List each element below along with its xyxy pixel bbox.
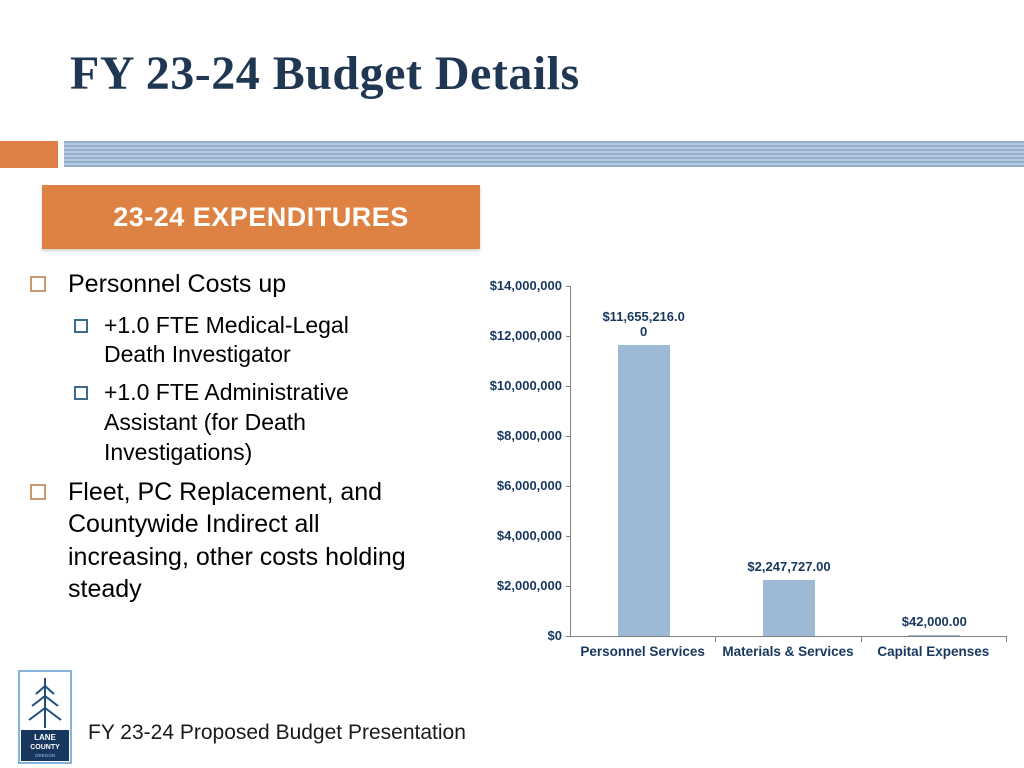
y-tick-mark [566, 586, 570, 587]
category-label: Personnel Services [580, 644, 705, 659]
bar-value-label: $11,655,216.0 0 [602, 308, 685, 339]
logo-line2: COUNTY [30, 744, 60, 751]
x-tick-mark [715, 637, 717, 642]
y-tick-label: $14,000,000 [489, 278, 562, 293]
y-tick-mark [566, 386, 570, 387]
bullet-text: +1.0 FTE Administrative Assistant (for D… [104, 379, 349, 466]
bullet-square-icon [30, 483, 46, 500]
bullet-square-icon [30, 276, 46, 292]
bar [617, 344, 670, 636]
bullet-item: Fleet, PC Replacement, and Countywide In… [30, 476, 470, 606]
bar [763, 579, 815, 636]
bullet-square-icon [74, 386, 88, 401]
y-tick-label: $8,000,000 [496, 428, 562, 443]
y-tick-label: $12,000,000 [489, 328, 562, 343]
bullet-item: +1.0 FTE Administrative Assistant (for D… [74, 378, 470, 468]
y-tick-label: $0 [547, 628, 562, 643]
y-tick-mark [566, 486, 570, 487]
y-tick-mark [566, 636, 570, 637]
bullet-text: +1.0 FTE Medical-Legal Death Investigato… [104, 311, 349, 368]
plot-area: $11,655,216.0 0 $2,247,727.00 $42,000.00 [570, 286, 1007, 637]
y-tick-label: $4,000,000 [496, 528, 562, 543]
lane-county-logo: LANE COUNTY OREGON [18, 670, 72, 764]
category-label: Materials & Services [722, 644, 854, 659]
y-tick-mark [566, 286, 570, 287]
x-tick-mark [1006, 637, 1007, 642]
y-tick-mark [566, 336, 570, 337]
bullet-text: Fleet, PC Replacement, and Countywide In… [68, 477, 406, 604]
pine-tree-icon [28, 678, 62, 728]
divider-band [64, 141, 1024, 167]
divider-accent-square [0, 141, 58, 168]
x-tick-mark [860, 637, 862, 642]
logo-line3: OREGON [35, 753, 55, 758]
bar-value-label: $2,247,727.00 [747, 558, 831, 574]
y-tick-label: $6,000,000 [496, 478, 562, 493]
footer-text: FY 23-24 Proposed Budget Presentation [88, 721, 466, 744]
y-tick-label: $2,000,000 [496, 578, 562, 593]
bullet-item: Personnel Costs up [30, 268, 470, 301]
expenditures-bar-chart: $14,000,000 $12,000,000 $10,000,000 $8,000,… [478, 272, 1018, 677]
y-tick-label: $10,000,000 [489, 378, 562, 393]
section-header-label: 23-24 EXPENDITURES [113, 201, 409, 232]
y-tick-mark [566, 436, 570, 437]
bar [908, 634, 961, 636]
category-label: Capital Expenses [877, 644, 990, 659]
page-title: FY 23-24 Budget Details [70, 47, 580, 100]
bullet-square-icon [74, 318, 88, 333]
logo-line1: LANE [34, 733, 56, 742]
bullet-text: Personnel Costs up [68, 270, 287, 298]
bullet-list: Personnel Costs up +1.0 FTE Medical-Legal… [30, 268, 470, 616]
section-header-box: 23-24 EXPENDITURES [42, 185, 480, 249]
bullet-item: +1.0 FTE Medical-Legal Death Investigato… [74, 311, 470, 371]
y-tick-mark [566, 536, 570, 537]
bar-value-label: $42,000.00 [901, 614, 967, 630]
